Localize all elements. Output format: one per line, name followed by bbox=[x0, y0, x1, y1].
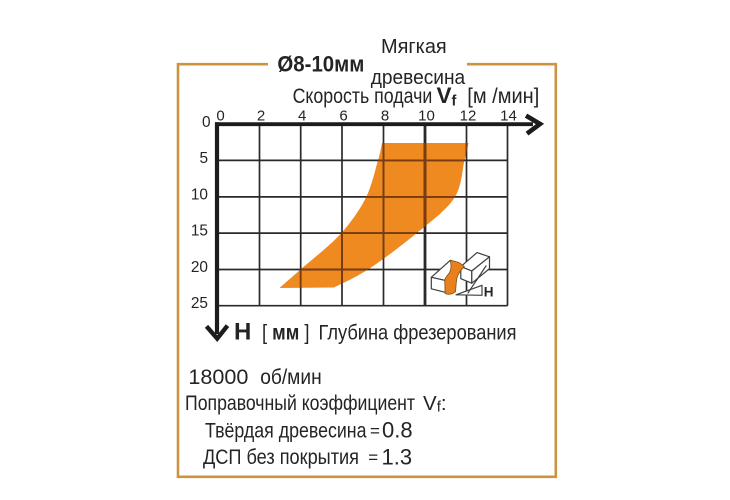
svg-text:H: H bbox=[484, 284, 494, 299]
svg-text:[м /мин]: [м /мин] bbox=[467, 85, 539, 108]
svg-text:2: 2 bbox=[257, 108, 265, 125]
svg-text:Vf:: Vf: bbox=[423, 392, 447, 416]
svg-text:древесина: древесина bbox=[371, 66, 466, 89]
svg-text:Скорость подачи: Скорость подачи bbox=[293, 85, 433, 108]
svg-text:=: = bbox=[368, 448, 378, 467]
svg-text:Vf: Vf bbox=[437, 83, 457, 110]
svg-text:18000: 18000 bbox=[188, 365, 248, 389]
svg-text:=: = bbox=[370, 422, 380, 441]
svg-text:Твёрдая древесина: Твёрдая древесина bbox=[205, 419, 367, 443]
svg-text:6: 6 bbox=[339, 108, 347, 125]
svg-text:0: 0 bbox=[216, 108, 224, 125]
svg-text:ДСП без покрытия: ДСП без покрытия bbox=[203, 445, 359, 469]
svg-text:Мягкая: Мягкая bbox=[381, 36, 447, 58]
svg-text:5: 5 bbox=[199, 150, 208, 167]
svg-text:10: 10 bbox=[191, 186, 208, 203]
svg-text:Глубина фрезерования: Глубина фрезерования bbox=[319, 321, 517, 344]
svg-text:об/мин: об/мин bbox=[260, 365, 322, 389]
svg-text:0: 0 bbox=[202, 114, 211, 131]
svg-text:12: 12 bbox=[460, 108, 477, 125]
svg-text:Поправочный коэффициент: Поправочный коэффициент bbox=[185, 392, 415, 415]
svg-text:4: 4 bbox=[298, 108, 306, 125]
svg-text:14: 14 bbox=[500, 108, 517, 125]
svg-text:Ø8-10мм: Ø8-10мм bbox=[277, 51, 364, 76]
svg-text:8: 8 bbox=[381, 108, 389, 125]
svg-text:[ мм ]: [ мм ] bbox=[262, 321, 310, 344]
svg-text:H: H bbox=[234, 318, 251, 345]
svg-text:0.8: 0.8 bbox=[382, 418, 413, 443]
svg-text:10: 10 bbox=[418, 108, 435, 125]
svg-text:20: 20 bbox=[191, 259, 208, 276]
svg-text:1.3: 1.3 bbox=[382, 445, 413, 470]
svg-text:15: 15 bbox=[191, 223, 208, 240]
svg-text:25: 25 bbox=[191, 295, 208, 312]
